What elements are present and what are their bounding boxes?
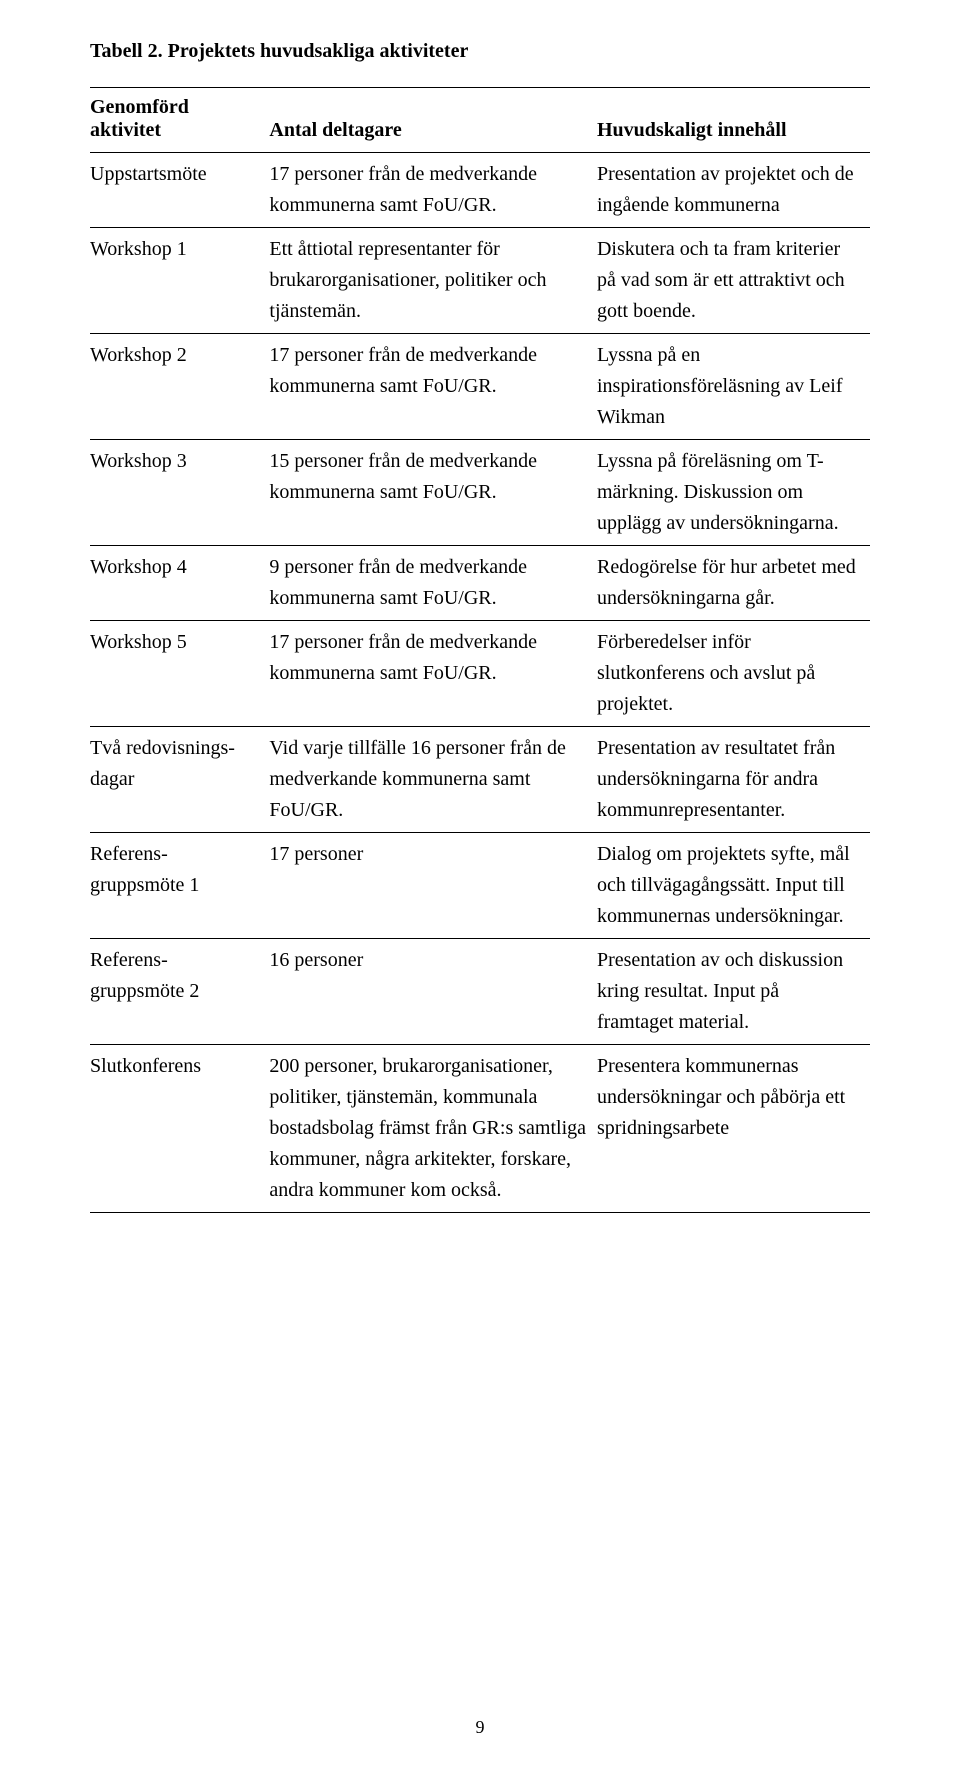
document-page: Tabell 2. Projektets huvudsakliga aktivi… <box>0 0 960 1766</box>
header-activity-line2: aktivitet <box>90 119 161 141</box>
cell-activity: Workshop 3 <box>90 440 269 546</box>
cell-activity: Uppstartsmöte <box>90 153 269 228</box>
header-content: Huvudskaligt innehåll <box>597 88 870 153</box>
table-row: Workshop 5 17 personer från de medverkan… <box>90 621 870 727</box>
header-activity: Genomförd aktivitet <box>90 88 269 153</box>
table-row: Två redovisnings-dagar Vid varje tillfäl… <box>90 727 870 833</box>
table-row: Uppstartsmöte 17 personer från de medver… <box>90 153 870 228</box>
activities-table: Genomförd aktivitet Antal deltagare Huvu… <box>90 87 870 1213</box>
table-row: Referens-gruppsmöte 1 17 personer Dialog… <box>90 833 870 939</box>
cell-participants: Ett åttiotal representanter för brukaror… <box>269 228 597 334</box>
cell-participants: Vid varje tillfälle 16 personer från de … <box>269 727 597 833</box>
cell-content: Redogörelse för hur arbetet med undersök… <box>597 546 870 621</box>
table-row: Workshop 4 9 personer från de medverkand… <box>90 546 870 621</box>
cell-participants: 200 personer, brukarorganisationer, poli… <box>269 1045 597 1213</box>
table-header-row: Genomförd aktivitet Antal deltagare Huvu… <box>90 88 870 153</box>
header-participants: Antal deltagare <box>269 88 597 153</box>
cell-content: Presentera kommunernas undersökningar oc… <box>597 1045 870 1213</box>
cell-activity: Workshop 1 <box>90 228 269 334</box>
table-row: Slutkonferens 200 personer, brukarorgani… <box>90 1045 870 1213</box>
table-row: Workshop 2 17 personer från de medverkan… <box>90 334 870 440</box>
cell-participants: 17 personer från de medverkande kommuner… <box>269 334 597 440</box>
page-number: 9 <box>0 1717 960 1738</box>
cell-content: Förberedelser inför slutkonferens och av… <box>597 621 870 727</box>
cell-participants: 17 personer från de medverkande kommuner… <box>269 153 597 228</box>
cell-content: Presentation av och diskussion kring res… <box>597 939 870 1045</box>
header-activity-line1: Genomförd <box>90 96 189 118</box>
cell-participants: 17 personer <box>269 833 597 939</box>
cell-activity: Workshop 4 <box>90 546 269 621</box>
cell-participants: 15 personer från de medverkande kommuner… <box>269 440 597 546</box>
cell-content: Presentation av projektet och de ingåend… <box>597 153 870 228</box>
cell-content: Diskutera och ta fram kriterier på vad s… <box>597 228 870 334</box>
cell-activity: Workshop 2 <box>90 334 269 440</box>
cell-content: Lyssna på en inspirationsföreläsning av … <box>597 334 870 440</box>
cell-activity: Slutkonferens <box>90 1045 269 1213</box>
cell-content: Lyssna på föreläsning om T-märkning. Dis… <box>597 440 870 546</box>
cell-content: Dialog om projektets syfte, mål och till… <box>597 833 870 939</box>
table-row: Referens-gruppsmöte 2 16 personer Presen… <box>90 939 870 1045</box>
cell-activity: Två redovisnings-dagar <box>90 727 269 833</box>
cell-content: Presentation av resultatet från undersök… <box>597 727 870 833</box>
cell-participants: 9 personer från de medverkande kommunern… <box>269 546 597 621</box>
table-row: Workshop 1 Ett åttiotal representanter f… <box>90 228 870 334</box>
cell-activity: Referens-gruppsmöte 1 <box>90 833 269 939</box>
cell-participants: 16 personer <box>269 939 597 1045</box>
cell-participants: 17 personer från de medverkande kommuner… <box>269 621 597 727</box>
cell-activity: Referens-gruppsmöte 2 <box>90 939 269 1045</box>
table-body: Uppstartsmöte 17 personer från de medver… <box>90 153 870 1213</box>
cell-activity: Workshop 5 <box>90 621 269 727</box>
table-caption: Tabell 2. Projektets huvudsakliga aktivi… <box>90 40 870 63</box>
table-row: Workshop 3 15 personer från de medverkan… <box>90 440 870 546</box>
